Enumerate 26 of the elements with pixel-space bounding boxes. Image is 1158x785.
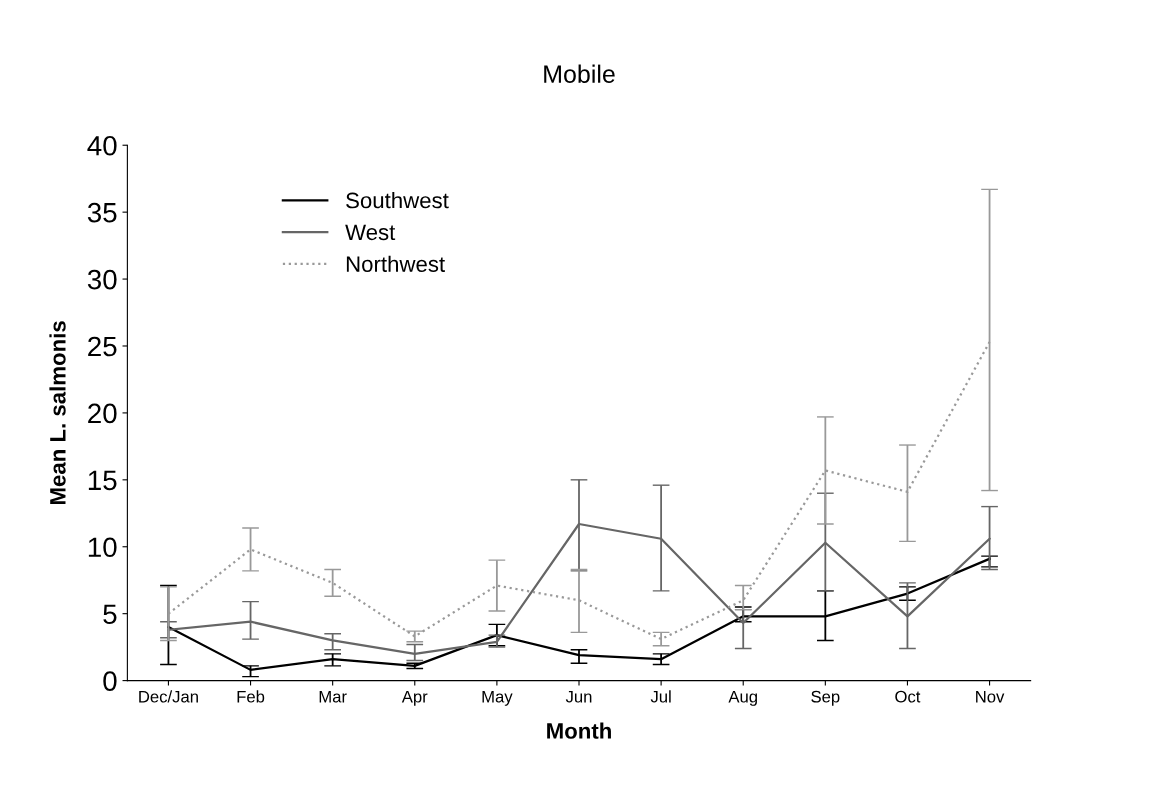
y-axis-title: Mean L. salmonis (49, 321, 66, 505)
y-tick-label: 30 (87, 269, 117, 290)
x-tick-label: Mar (319, 690, 347, 703)
chart-title: Mobile (544, 64, 615, 83)
x-tick-label: Jul (650, 690, 671, 703)
x-axis-title: Month (547, 722, 611, 739)
x-tick-label: Apr (401, 690, 428, 706)
y-tick-label: 15 (88, 470, 117, 491)
x-tick-label: Oct (895, 690, 921, 703)
y-tick-label: 25 (88, 336, 117, 357)
y-tick-label: 35 (87, 202, 117, 223)
x-tick-label: Feb (237, 690, 265, 703)
y-tick-label: 0 (103, 671, 117, 691)
x-tick-label: Sep (811, 690, 840, 706)
x-tick-label: Aug (728, 690, 757, 706)
legend-label: West (345, 224, 396, 241)
x-tick-label: Jun (565, 690, 592, 703)
y-tick-label: 10 (88, 537, 117, 558)
x-tick-label: May (482, 690, 513, 706)
y-tick-label: 5 (103, 604, 117, 625)
x-tick-label: Nov (976, 690, 1005, 703)
legend-label: Southwest (346, 191, 449, 209)
y-tick-label: 20 (88, 403, 117, 424)
y-tick-label: 40 (87, 135, 117, 156)
x-tick-label: Dec/Jan (139, 690, 198, 703)
legend-label: Northwest (346, 255, 445, 272)
